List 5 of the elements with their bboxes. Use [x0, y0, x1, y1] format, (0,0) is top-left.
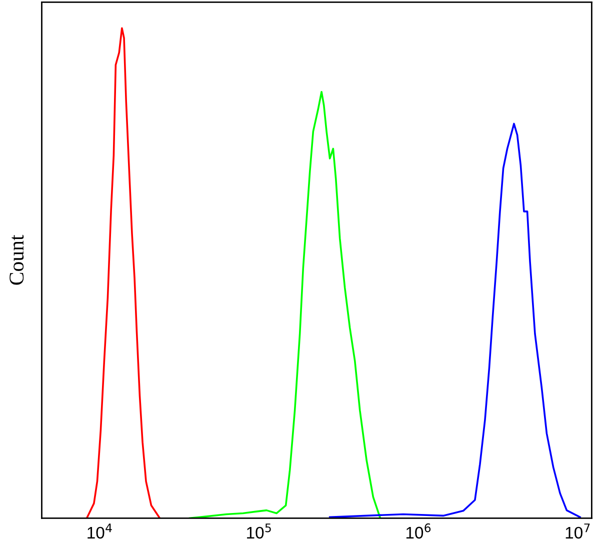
- y-axis-title: Count: [10, 234, 24, 285]
- x-tick-label: 10$^{4}$: [88, 524, 112, 539]
- x-tick-label: 10$^{5}$: [247, 524, 271, 539]
- x-tick-label: 10$^{7}$: [566, 524, 590, 539]
- x-tick-label: 10$^{6}$: [406, 523, 431, 539]
